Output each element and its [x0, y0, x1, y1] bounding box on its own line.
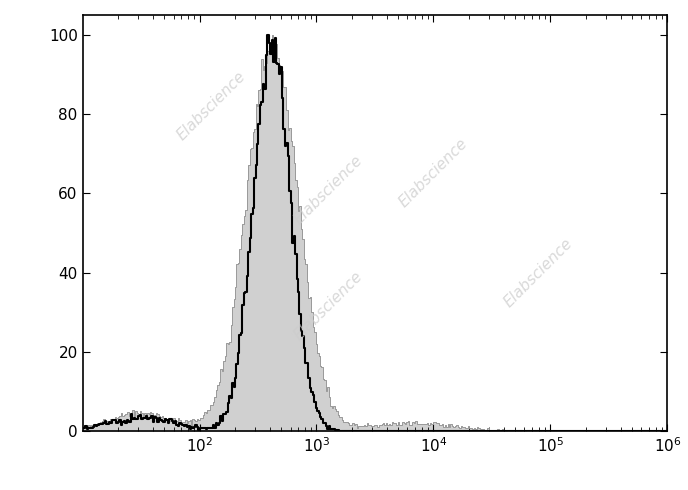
Text: Elabscience: Elabscience: [396, 136, 471, 210]
Text: Elabscience: Elabscience: [502, 236, 576, 310]
Text: Elabscience: Elabscience: [174, 69, 248, 144]
Text: Elabscience: Elabscience: [291, 152, 365, 227]
Text: Elabscience: Elabscience: [291, 269, 365, 343]
